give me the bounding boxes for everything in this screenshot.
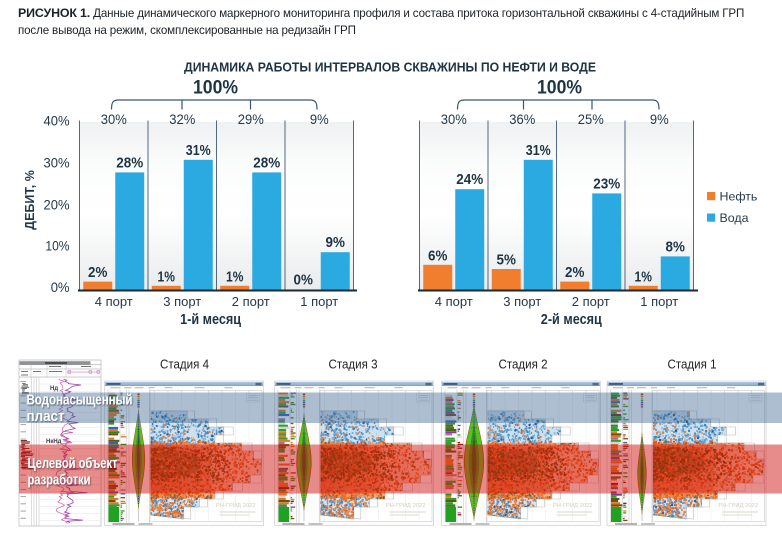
- svg-text:31%: 31%: [526, 143, 551, 159]
- svg-text:ДИНАМИКА РАБОТЫ ИНТЕРВАЛОВ СКВ: ДИНАМИКА РАБОТЫ ИНТЕРВАЛОВ СКВАЖИНЫ ПО Н…: [184, 61, 596, 75]
- svg-text:30%: 30%: [44, 154, 70, 170]
- svg-text:Водонасыщенный: Водонасыщенный: [27, 393, 133, 409]
- svg-text:разработки: разработки: [28, 473, 91, 489]
- svg-text:20%: 20%: [44, 196, 70, 212]
- svg-text:6%: 6%: [428, 248, 447, 264]
- svg-text:Целевой объект: Целевой объект: [28, 456, 118, 472]
- svg-text:28%: 28%: [253, 155, 280, 171]
- svg-text:ДЕБИТ, %: ДЕБИТ, %: [23, 170, 37, 230]
- svg-text:30%: 30%: [101, 111, 127, 127]
- svg-text:1%: 1%: [635, 269, 652, 285]
- svg-text:1%: 1%: [226, 269, 243, 285]
- svg-text:2 порт: 2 порт: [232, 294, 270, 309]
- svg-text:1-й месяц: 1-й месяц: [180, 311, 242, 328]
- svg-text:пласт: пласт: [27, 409, 65, 425]
- svg-text:Стадия 3: Стадия 3: [329, 358, 378, 372]
- svg-text:после вывода на режим, скомпле: после вывода на режим, скомплексированны…: [18, 24, 356, 37]
- svg-text:29%: 29%: [238, 111, 264, 127]
- svg-text:9%: 9%: [326, 235, 345, 251]
- svg-text:9%: 9%: [650, 111, 669, 127]
- svg-text:25%: 25%: [578, 111, 604, 127]
- svg-text:3 порт: 3 порт: [503, 294, 541, 309]
- svg-text:2%: 2%: [88, 265, 107, 281]
- svg-text:1%: 1%: [158, 269, 175, 285]
- svg-text:Стадия 4: Стадия 4: [160, 358, 209, 372]
- svg-text:НкНд: НкНд: [46, 439, 62, 445]
- svg-text:Нефть: Нефть: [720, 190, 758, 204]
- svg-text:9%: 9%: [310, 111, 329, 127]
- svg-text:100%: 100%: [537, 77, 582, 99]
- svg-text:5%: 5%: [497, 253, 516, 269]
- svg-text:36%: 36%: [509, 111, 535, 127]
- svg-text:30%: 30%: [441, 111, 467, 127]
- svg-text:РН-ГРИД 2022: РН-ГРИД 2022: [386, 503, 426, 509]
- svg-text:РН-ГРИД 2022: РН-ГРИД 2022: [216, 503, 256, 509]
- svg-text:Стадия 1: Стадия 1: [668, 358, 717, 372]
- svg-text:24%: 24%: [456, 172, 483, 188]
- svg-text:РН-ГРИД 2022: РН-ГРИД 2022: [718, 503, 758, 509]
- svg-text:Нд: Нд: [50, 386, 58, 392]
- svg-text:Стадия 2: Стадия 2: [499, 358, 548, 372]
- svg-text:Вода: Вода: [720, 211, 749, 225]
- svg-text:32%: 32%: [169, 111, 195, 127]
- svg-text:100%: 100%: [193, 77, 238, 99]
- svg-text:2-й месяц: 2-й месяц: [541, 311, 603, 328]
- svg-text:10%: 10%: [45, 237, 69, 253]
- svg-text:28%: 28%: [116, 155, 143, 171]
- svg-text:1 порт: 1 порт: [300, 294, 338, 309]
- svg-text:1 порт: 1 порт: [640, 294, 678, 309]
- svg-text:31%: 31%: [186, 143, 211, 159]
- svg-text:2%: 2%: [565, 265, 584, 281]
- svg-text:4 порт: 4 порт: [95, 294, 133, 309]
- svg-text:8%: 8%: [666, 239, 685, 255]
- svg-text:0%: 0%: [51, 279, 70, 295]
- svg-text:0%: 0%: [294, 273, 313, 289]
- svg-text:23%: 23%: [593, 176, 620, 192]
- svg-text:3 порт: 3 порт: [163, 294, 201, 309]
- svg-text:РН-ГРИД 2022: РН-ГРИД 2022: [553, 503, 593, 509]
- svg-text:40%: 40%: [44, 112, 70, 128]
- svg-text:РИСУНОК 1. Данные динамическог: РИСУНОК 1. Данные динамического маркерно…: [18, 6, 744, 20]
- svg-text:2 порт: 2 порт: [572, 294, 610, 309]
- svg-text:4 порт: 4 порт: [435, 294, 473, 309]
